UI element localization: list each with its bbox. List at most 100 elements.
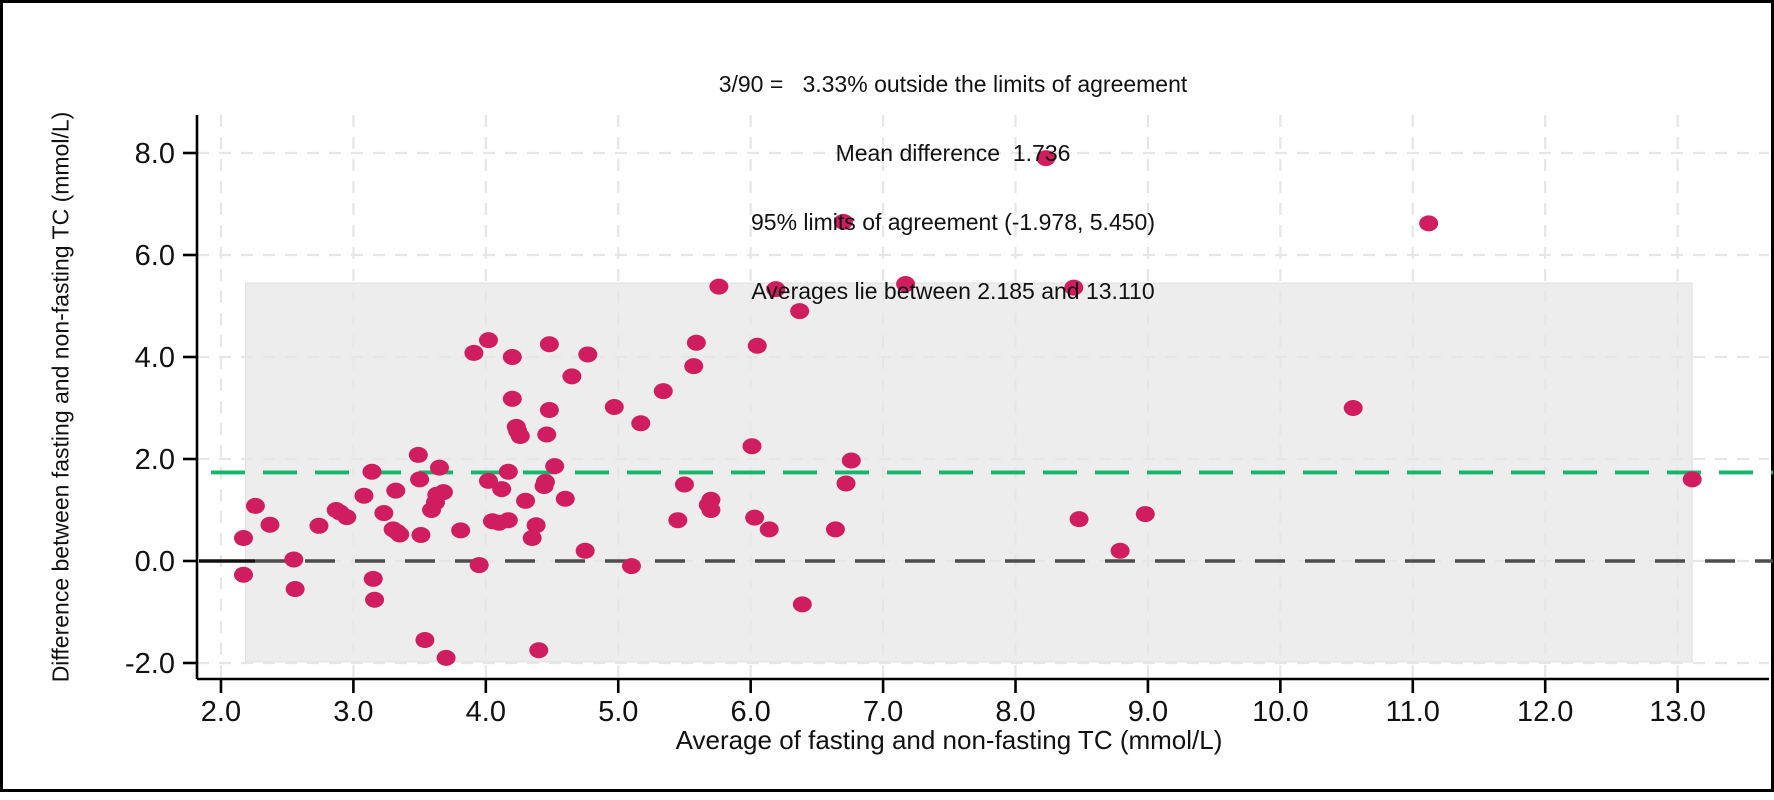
data-point bbox=[686, 334, 706, 351]
data-point bbox=[684, 358, 704, 375]
data-point bbox=[836, 475, 856, 492]
data-point bbox=[1682, 471, 1702, 488]
data-point bbox=[478, 332, 498, 349]
data-point bbox=[429, 459, 449, 476]
data-point bbox=[539, 402, 559, 419]
data-point bbox=[759, 521, 779, 538]
x-tick-label: 10.0 bbox=[1252, 696, 1308, 728]
x-tick-label: 8.0 bbox=[995, 696, 1035, 728]
data-point bbox=[537, 426, 557, 443]
data-point bbox=[742, 438, 762, 455]
annotation-line-mean-difference: Mean difference 1.736 bbox=[835, 140, 1071, 166]
data-point bbox=[498, 512, 518, 529]
data-point bbox=[469, 557, 489, 574]
x-tick-label: 4.0 bbox=[466, 696, 506, 728]
data-point bbox=[1036, 150, 1056, 167]
data-point bbox=[1343, 399, 1363, 416]
data-point bbox=[896, 276, 916, 293]
data-point bbox=[529, 642, 549, 659]
data-point bbox=[604, 398, 624, 415]
data-point bbox=[555, 490, 575, 507]
data-point bbox=[1135, 506, 1155, 523]
x-tick-label: 12.0 bbox=[1517, 696, 1573, 728]
data-point bbox=[408, 446, 428, 463]
data-point bbox=[674, 476, 694, 493]
data-point bbox=[535, 473, 555, 490]
data-point bbox=[362, 463, 382, 480]
y-tick-label: 0.0 bbox=[135, 546, 175, 578]
annotation-line-outside-loa: 3/90 = 3.33% outside the limits of agree… bbox=[718, 71, 1188, 97]
data-point bbox=[415, 632, 435, 649]
x-tick-label: 5.0 bbox=[598, 696, 638, 728]
data-point bbox=[668, 512, 688, 529]
data-point bbox=[578, 346, 598, 363]
data-point bbox=[363, 570, 383, 587]
data-point bbox=[1064, 279, 1084, 296]
x-tick-label: 7.0 bbox=[863, 696, 903, 728]
data-point bbox=[492, 481, 512, 498]
data-point bbox=[374, 505, 394, 522]
data-point bbox=[354, 487, 374, 504]
y-tick-label: -2.0 bbox=[125, 648, 175, 680]
data-point bbox=[1110, 542, 1130, 559]
data-point bbox=[631, 415, 651, 432]
data-point bbox=[1069, 511, 1089, 528]
x-tick-label: 13.0 bbox=[1649, 696, 1705, 728]
y-tick-label: 8.0 bbox=[135, 138, 175, 170]
data-point bbox=[337, 509, 357, 526]
data-point bbox=[745, 509, 765, 526]
x-tick-label: 9.0 bbox=[1128, 696, 1168, 728]
data-point bbox=[562, 368, 582, 385]
data-point bbox=[701, 501, 721, 518]
y-axis-title: Difference between fasting and non-fasti… bbox=[47, 111, 74, 683]
data-point bbox=[502, 390, 522, 407]
data-point bbox=[621, 558, 641, 575]
data-point bbox=[790, 303, 810, 320]
data-point bbox=[498, 463, 518, 480]
annotation-line-averages-range: Averages lie between 2.185 and 13.110 bbox=[751, 278, 1155, 304]
data-point bbox=[545, 458, 565, 475]
data-point bbox=[284, 551, 304, 568]
data-point bbox=[502, 348, 522, 365]
data-point bbox=[510, 428, 530, 445]
data-point bbox=[245, 497, 265, 514]
data-point bbox=[433, 484, 453, 501]
y-tick-label: 2.0 bbox=[135, 444, 175, 476]
x-tick-label: 3.0 bbox=[333, 696, 373, 728]
data-point bbox=[386, 482, 406, 499]
data-point bbox=[390, 526, 410, 543]
data-point bbox=[841, 452, 861, 469]
data-point bbox=[792, 596, 812, 613]
data-point bbox=[1419, 215, 1439, 232]
data-point bbox=[833, 213, 853, 230]
data-point bbox=[825, 521, 845, 538]
y-tick-label: 4.0 bbox=[135, 342, 175, 374]
x-axis-title: Average of fasting and non-fasting TC (m… bbox=[675, 725, 1223, 755]
data-point bbox=[410, 471, 430, 488]
data-point bbox=[766, 281, 786, 298]
data-point bbox=[478, 472, 498, 489]
data-point bbox=[260, 516, 280, 533]
data-point bbox=[747, 337, 767, 354]
data-point bbox=[522, 530, 542, 547]
data-point bbox=[464, 344, 484, 361]
data-point bbox=[309, 517, 329, 534]
x-tick-label: 2.0 bbox=[201, 696, 241, 728]
data-point bbox=[451, 522, 471, 539]
annotation-line-limits-of-agreement: 95% limits of agreement (-1.978, 5.450) bbox=[751, 209, 1155, 235]
y-tick-label: 6.0 bbox=[135, 240, 175, 272]
data-point bbox=[233, 530, 253, 547]
data-point bbox=[709, 278, 729, 295]
data-point bbox=[436, 649, 456, 666]
data-point bbox=[411, 526, 431, 543]
bland-altman-plot: 2.0 3.0 4.0 5.0 6.0 7.0 8.0 9.0 10.0 11.0 12.0 13.0… bbox=[125, 115, 1773, 728]
data-point bbox=[233, 566, 253, 583]
data-point bbox=[539, 336, 559, 353]
data-point bbox=[516, 492, 536, 509]
x-tick-label: 6.0 bbox=[730, 696, 770, 728]
x-tick-label: 11.0 bbox=[1386, 696, 1440, 728]
data-point bbox=[526, 517, 546, 534]
data-point bbox=[575, 542, 595, 559]
data-point bbox=[365, 591, 385, 608]
